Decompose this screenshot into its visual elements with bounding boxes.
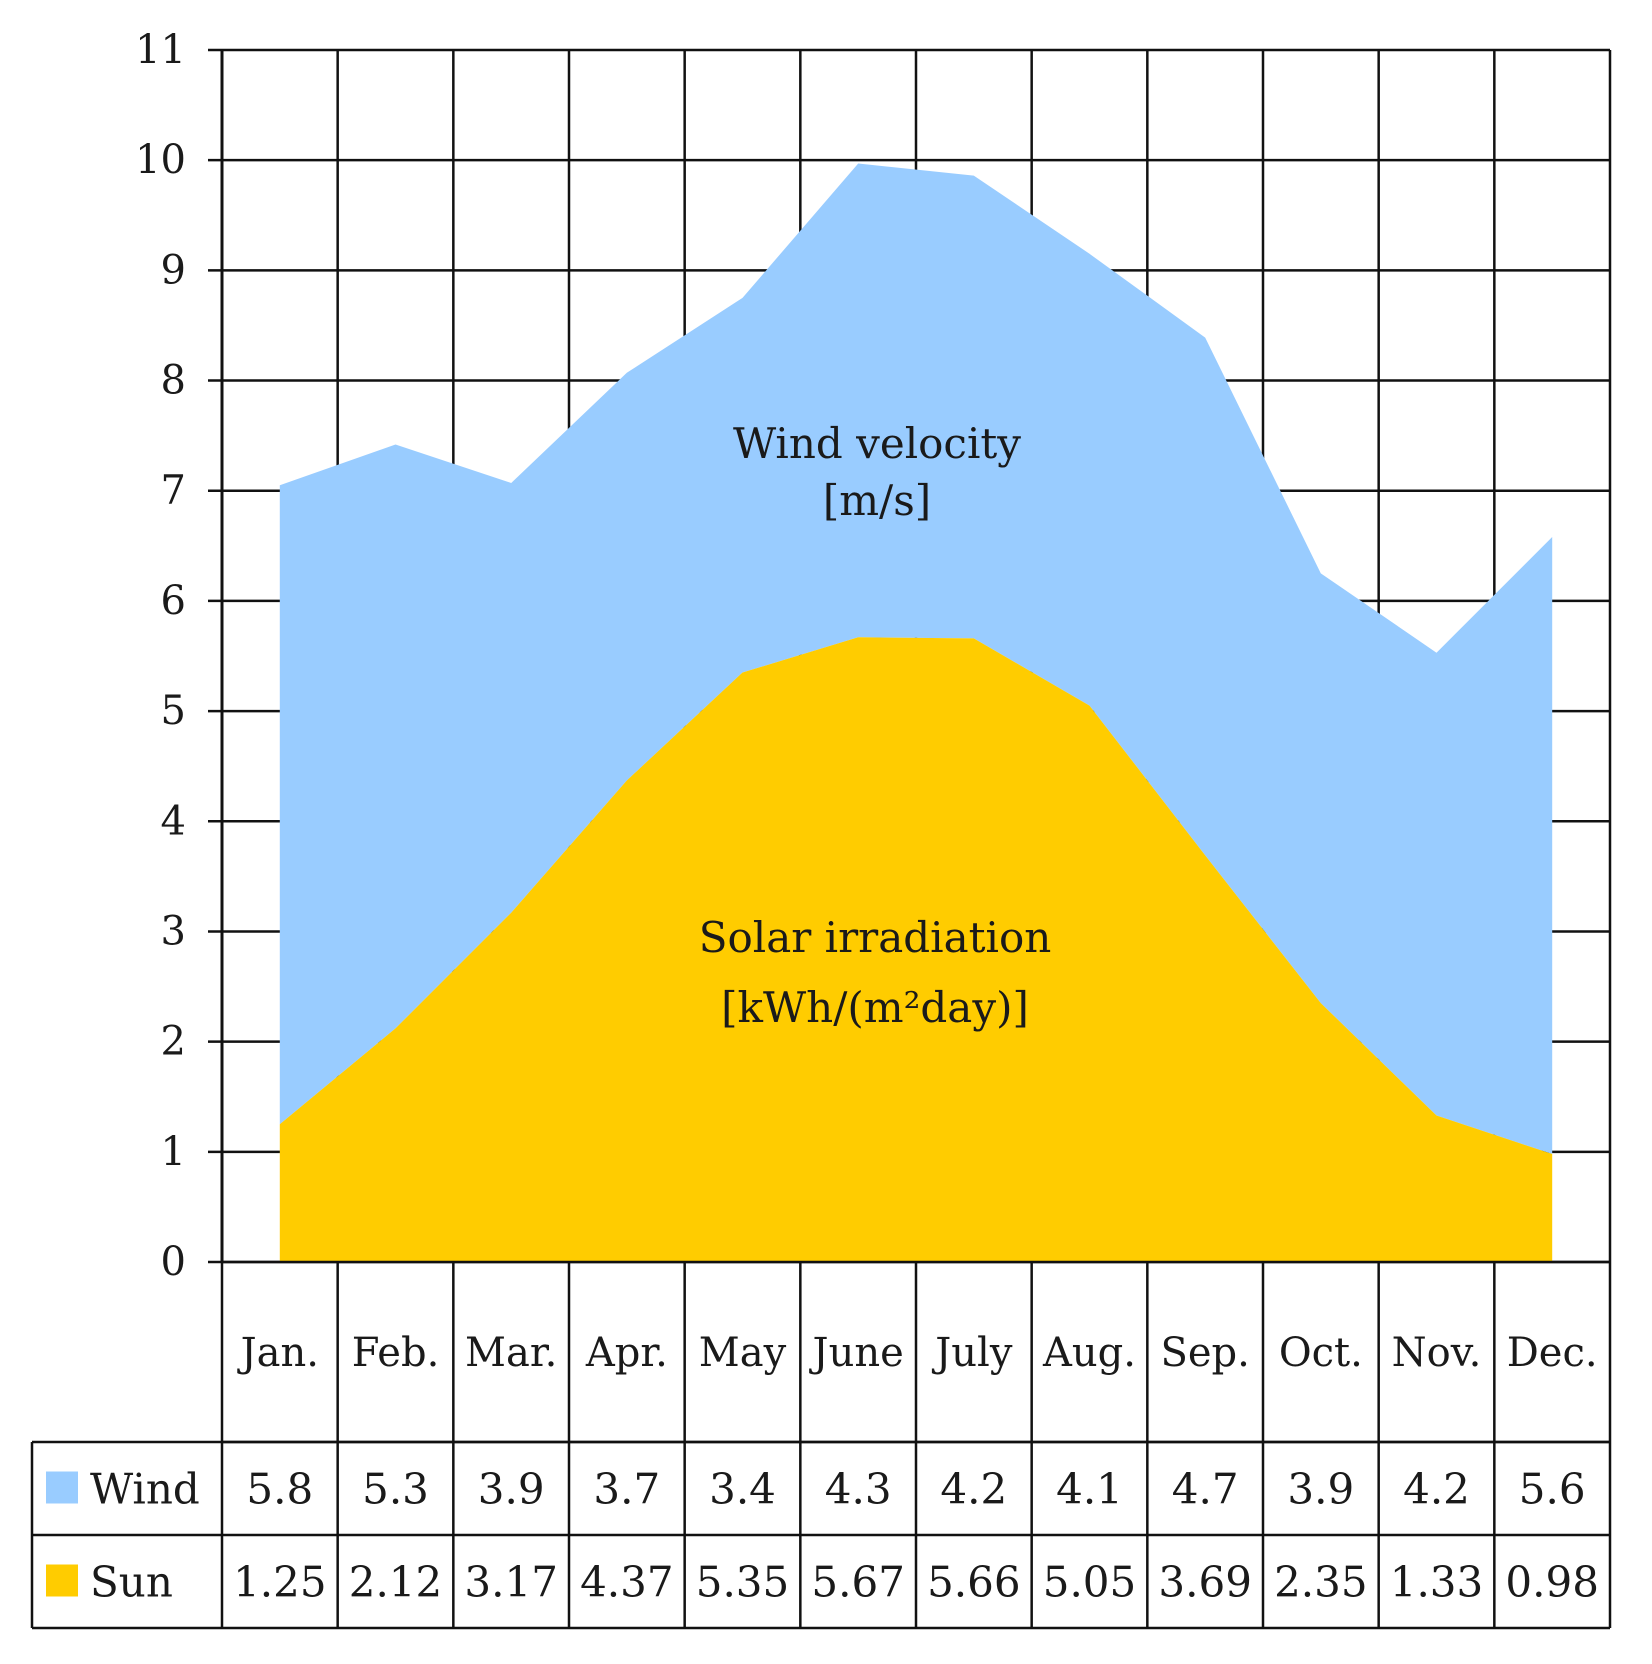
y-tick-label: 8 (161, 358, 186, 404)
annotation-sun-line1: Solar irradiation (699, 913, 1052, 962)
table-cell-wind: 5.3 (362, 1465, 429, 1514)
table-cell-sun: 1.25 (233, 1558, 327, 1607)
legend-swatch-wind (46, 1471, 78, 1504)
legend-swatch-sun (46, 1564, 78, 1597)
month-label: July (931, 1330, 1013, 1376)
table-cell-sun: 3.69 (1158, 1558, 1252, 1607)
month-label: Dec. (1507, 1330, 1598, 1376)
table-cell-sun: 5.05 (1043, 1558, 1137, 1607)
table-cell-wind: 4.2 (1403, 1465, 1470, 1514)
area-wind (279, 163, 1553, 1154)
annotation-sun-line2: [kWh/(m²day)] (721, 983, 1029, 1032)
table-cell-wind: 3.9 (478, 1465, 545, 1514)
month-label: Feb. (352, 1330, 440, 1376)
month-label: Sep. (1160, 1330, 1249, 1376)
table-cell-sun: 5.35 (696, 1558, 790, 1607)
chart-areas (279, 163, 1553, 1262)
table-cell-sun: 5.66 (927, 1558, 1021, 1607)
table-cell-sun: 2.35 (1274, 1558, 1368, 1607)
data-table: Jan. Feb. Mar. Apr. May June July Aug. Sep. Oct. N… (30, 1260, 1610, 1630)
table-cell-sun: 4.37 (580, 1558, 674, 1607)
month-label: Nov. (1392, 1330, 1482, 1376)
y-axis: 0 1 2 3 4 5 6 7 8 9 10 11 (135, 27, 224, 1285)
y-tick-label: 10 (135, 137, 186, 183)
y-tick-label: 11 (135, 27, 186, 73)
month-label: May (699, 1330, 787, 1376)
table-cell-wind: 5.8 (246, 1465, 313, 1514)
table-cell-sun: 2.12 (349, 1558, 443, 1607)
month-label: Oct. (1279, 1330, 1363, 1376)
table-cell-sun: 0.98 (1505, 1558, 1599, 1607)
table-cell-sun: 5.67 (811, 1558, 905, 1607)
table-cell-wind: 4.7 (1172, 1465, 1239, 1514)
table-cell-wind: 4.3 (825, 1465, 892, 1514)
y-tick-label: 6 (161, 578, 186, 624)
y-tick-label: 5 (161, 688, 186, 734)
y-tick-label: 2 (161, 1019, 186, 1065)
annotation-wind-line2: [m/s] (823, 476, 931, 525)
table-cell-wind: 3.4 (709, 1465, 776, 1514)
table-cell-sun: 3.17 (464, 1558, 558, 1607)
y-tick-label: 7 (161, 468, 186, 514)
y-tick-label: 9 (161, 247, 186, 293)
y-tick-label: 0 (161, 1239, 186, 1285)
legend-label-wind: Wind (90, 1465, 200, 1514)
y-tick-label: 3 (161, 908, 186, 954)
table-cell-wind: 5.6 (1519, 1465, 1586, 1514)
y-tick-label: 4 (161, 798, 186, 844)
table-cell-wind: 3.9 (1287, 1465, 1354, 1514)
table-cell-sun: 1.33 (1390, 1558, 1484, 1607)
chart-annotations: Wind velocity [m/s] Solar irradiation [kWh/… (699, 419, 1052, 1032)
month-label: Jan. (237, 1330, 319, 1376)
month-label: Aug. (1042, 1330, 1136, 1376)
table-cell-wind: 4.1 (1056, 1465, 1123, 1514)
month-label: Mar. (465, 1330, 557, 1376)
month-label: June (809, 1330, 904, 1376)
area-sun (279, 637, 1553, 1262)
annotation-wind-line1: Wind velocity (733, 419, 1021, 468)
table-cell-wind: 4.2 (940, 1465, 1007, 1514)
table-cell-wind: 3.7 (593, 1465, 660, 1514)
y-tick-label: 1 (161, 1129, 186, 1175)
legend-label-sun: Sun (90, 1558, 173, 1607)
month-label: Apr. (585, 1330, 668, 1376)
